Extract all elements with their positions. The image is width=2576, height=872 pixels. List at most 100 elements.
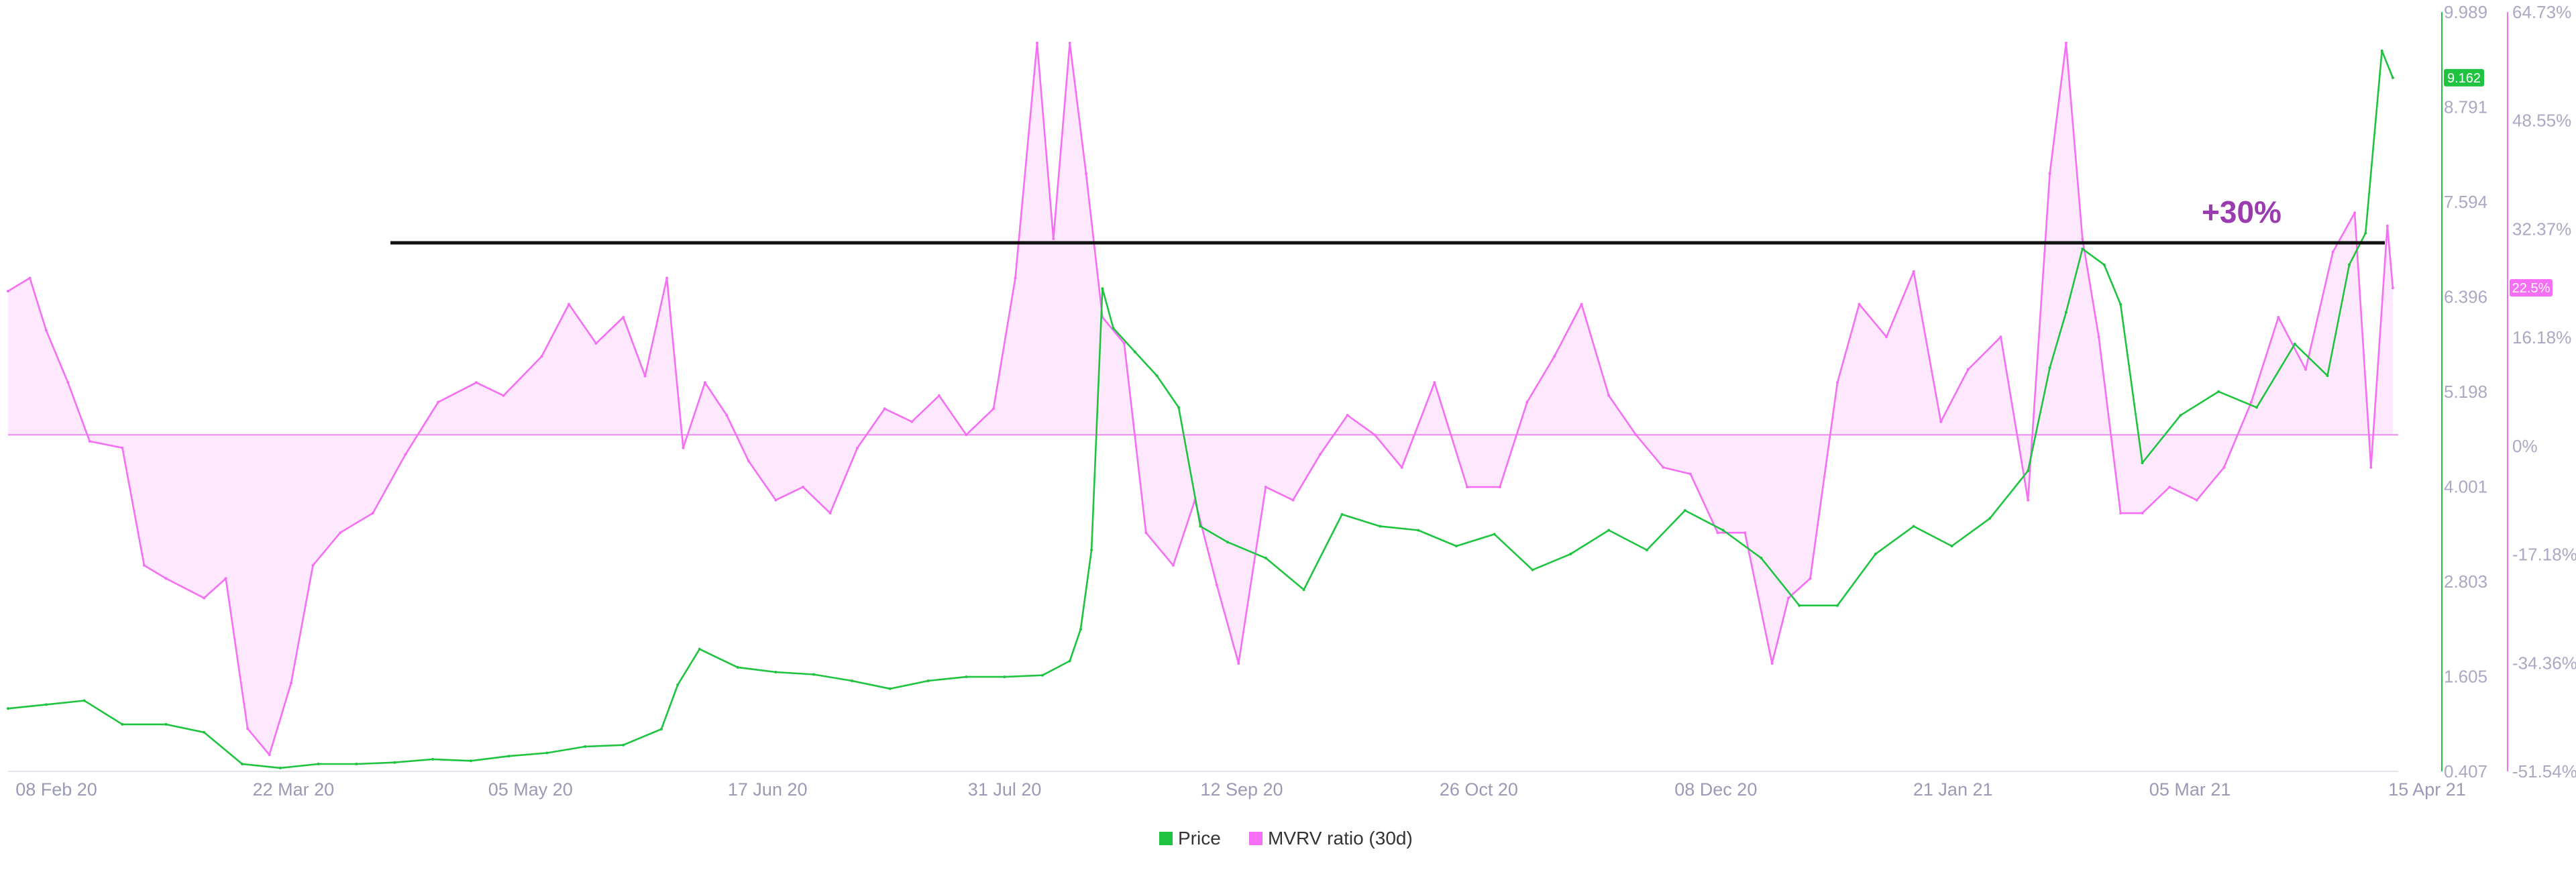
price-point bbox=[1041, 673, 1044, 677]
price-point bbox=[659, 728, 663, 730]
mvrv-point bbox=[622, 316, 625, 319]
mvrv-point bbox=[502, 394, 505, 397]
mvrv-point bbox=[1787, 596, 1790, 600]
price-point bbox=[622, 743, 625, 747]
mvrv-point bbox=[1688, 472, 1692, 476]
price-point bbox=[203, 730, 206, 734]
mvrv-point bbox=[643, 374, 647, 378]
current-value-badges: 9.162 22.5% bbox=[2444, 68, 2553, 297]
mvrv-point bbox=[1264, 486, 1267, 489]
price-axis-tick-label: 8.791 bbox=[2444, 97, 2487, 117]
x-axis-tick-label: 08 Feb 20 bbox=[15, 779, 97, 800]
mvrv-point bbox=[910, 420, 914, 423]
price-point bbox=[1155, 374, 1159, 378]
mvrv-point bbox=[203, 596, 206, 600]
price-axis-tick-label: 1.605 bbox=[2444, 667, 2487, 687]
price-axis-tick-label: 2.803 bbox=[2444, 571, 2487, 592]
legend-swatch-price bbox=[1159, 832, 1173, 845]
price-point bbox=[1874, 552, 1877, 555]
mvrv-point bbox=[142, 563, 146, 567]
mvrv-line[interactable] bbox=[7, 42, 2394, 756]
price-point bbox=[2027, 469, 2030, 472]
price-point bbox=[1177, 406, 1180, 409]
mvrv-point bbox=[2304, 368, 2307, 371]
x-axis-ticks: 08 Feb 20 22 Mar 20 05 May 20 17 Jun 20 31 J… bbox=[15, 779, 2466, 800]
price-series[interactable] bbox=[7, 49, 2394, 769]
mvrv-point bbox=[2081, 237, 2084, 241]
price-axis-tick-label: 4.001 bbox=[2444, 477, 2487, 497]
mvrv-point bbox=[268, 753, 271, 757]
x-axis-tick-label: 05 Mar 21 bbox=[2149, 779, 2231, 800]
mvrv-point bbox=[1580, 303, 1583, 306]
mvrv-point bbox=[2064, 42, 2068, 45]
mvrv-point bbox=[290, 682, 292, 685]
mvrv-point bbox=[164, 577, 168, 580]
price-point bbox=[2293, 342, 2296, 345]
price-point bbox=[1302, 588, 1305, 592]
left-axis-ticks: 9.989 8.791 7.594 6.396 5.198 4.001 2.803 1.605… bbox=[2441, 2, 2487, 781]
price-axis-tick-label: 7.594 bbox=[2444, 192, 2487, 212]
mvrv-point bbox=[339, 531, 342, 535]
mvrv-point bbox=[1858, 303, 1861, 306]
mvrv-point bbox=[371, 512, 374, 514]
mvrv-series[interactable] bbox=[7, 42, 2394, 757]
price-point bbox=[1068, 659, 1071, 663]
right-axis-ticks: 64.73% 48.55% 32.37% 16.18% 0% -17.18% -34.36%… bbox=[2507, 2, 2576, 781]
price-point bbox=[393, 761, 396, 764]
mvrv-point bbox=[2048, 172, 2051, 175]
mvrv-point bbox=[28, 276, 32, 280]
mvrv-point bbox=[725, 414, 729, 417]
price-point bbox=[676, 683, 680, 686]
price-point bbox=[1417, 529, 1420, 532]
price-point bbox=[888, 687, 892, 690]
mvrv-point bbox=[2097, 335, 2100, 339]
mvrv-point bbox=[594, 341, 598, 345]
price-point bbox=[1079, 628, 1082, 631]
mvrv-point bbox=[992, 407, 995, 411]
price-point bbox=[812, 673, 816, 676]
price-point bbox=[1607, 529, 1611, 532]
x-axis-tick-label: 08 Dec 20 bbox=[1674, 779, 1757, 800]
price-point bbox=[1493, 533, 1496, 536]
price-current-value: 9.162 bbox=[2447, 71, 2481, 86]
mvrv-point bbox=[2027, 498, 2030, 502]
price-point bbox=[851, 679, 853, 682]
price-point bbox=[1646, 549, 1648, 551]
mvrv-point bbox=[44, 329, 48, 332]
mvrv-point bbox=[2222, 466, 2226, 469]
price-point bbox=[2364, 231, 2367, 235]
price-point bbox=[1199, 525, 1202, 528]
mvrv-point bbox=[747, 459, 750, 463]
mvrv-point bbox=[703, 381, 706, 384]
x-axis-tick-label: 17 Jun 20 bbox=[728, 779, 808, 800]
mvrv-point bbox=[802, 486, 804, 489]
mvrv-point bbox=[475, 381, 478, 384]
x-axis-tick-label: 12 Sep 20 bbox=[1200, 779, 1283, 800]
mvrv-point bbox=[883, 407, 886, 411]
price-point bbox=[545, 751, 549, 755]
price-point bbox=[1531, 568, 1534, 571]
price-axis-tick-label: 6.396 bbox=[2444, 287, 2487, 307]
mvrv-axis-tick-label: 64.73% bbox=[2512, 2, 2571, 22]
price-point bbox=[1264, 556, 1267, 559]
mvrv-point bbox=[1122, 341, 1126, 345]
price-point bbox=[2048, 366, 2051, 370]
mvrv-point bbox=[1809, 577, 1812, 580]
mvrv-point bbox=[404, 453, 407, 456]
price-point bbox=[2348, 263, 2351, 266]
mvrv-point bbox=[774, 498, 777, 502]
price-point bbox=[2255, 406, 2258, 409]
mvrv-axis-tick-label: 32.37% bbox=[2512, 219, 2571, 239]
price-point bbox=[1798, 604, 1801, 607]
mvrv-point bbox=[2195, 498, 2198, 502]
grid bbox=[8, 434, 2398, 772]
mvrv-point bbox=[1373, 433, 1377, 437]
price-point bbox=[1226, 541, 1229, 544]
price-point bbox=[121, 722, 124, 726]
mvrv-point bbox=[1716, 531, 1719, 535]
price-point bbox=[2326, 374, 2329, 378]
price-point bbox=[507, 755, 511, 758]
mvrv-point bbox=[1036, 42, 1038, 45]
mvrv-axis-tick-label: -34.36% bbox=[2512, 653, 2576, 673]
